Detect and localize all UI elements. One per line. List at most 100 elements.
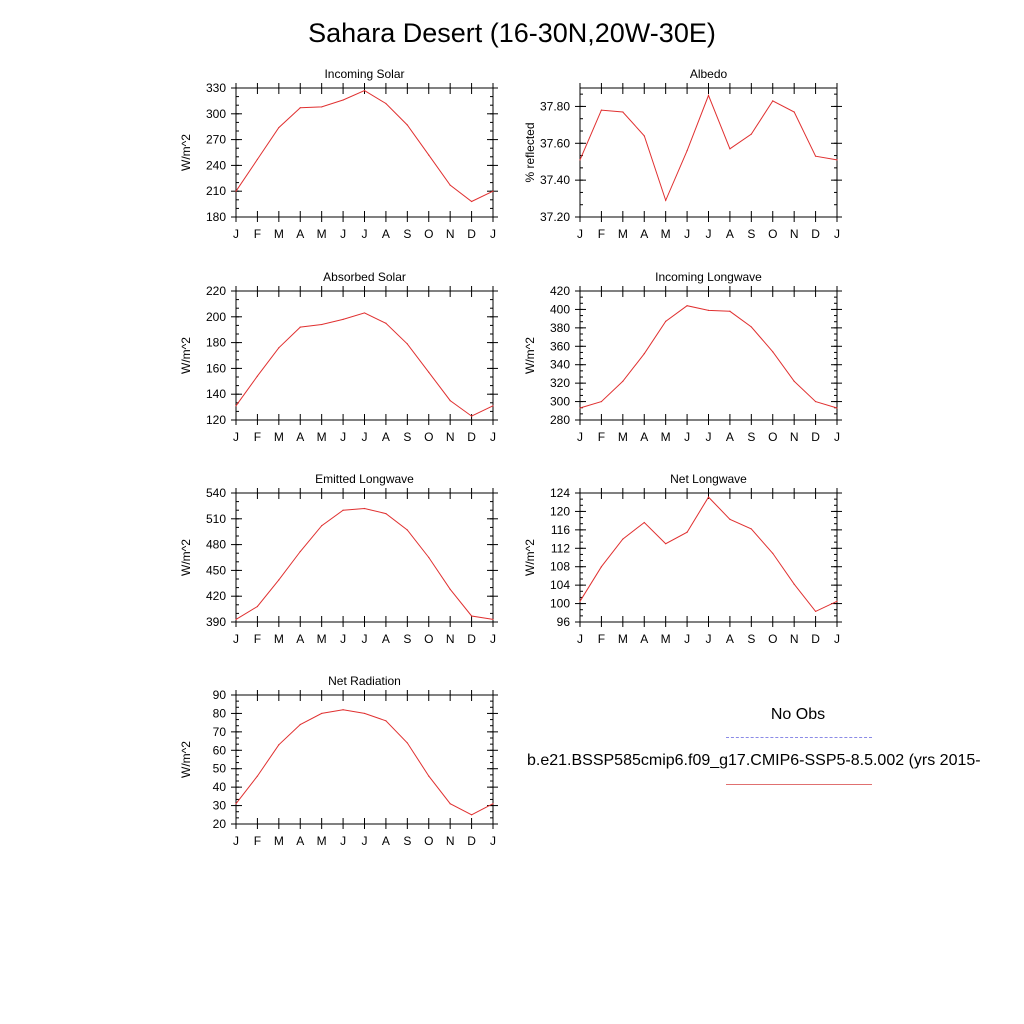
x-tick-label: F [598,430,605,444]
data-point [321,323,323,326]
x-tick-label: O [424,430,433,444]
y-tick-label: 360 [550,339,570,353]
x-tick-label: N [790,632,799,646]
data-point [235,618,237,621]
panel-title: Incoming Solar [324,67,404,81]
x-tick-label: N [446,834,455,848]
data-point [665,320,667,323]
y-axis-label: % reflected [523,122,537,182]
data-point [406,343,408,345]
x-tick-label: S [403,632,411,646]
x-tick-label: S [403,834,411,848]
x-tick-label: M [661,632,671,646]
data-point [793,111,795,113]
y-tick-label: 180 [206,336,226,350]
data-point [579,600,581,602]
data-point [772,351,774,353]
y-tick-label: 90 [213,688,227,702]
data-point [299,550,301,553]
x-tick-label: A [296,430,304,444]
x-tick-label: J [577,632,583,646]
y-tick-label: 37.60 [540,136,570,150]
x-tick-label: S [747,430,755,444]
data-point [428,371,430,373]
x-tick-label: J [340,227,346,241]
y-tick-label: 510 [206,512,226,526]
x-tick-label: J [834,430,840,444]
series-line [235,312,494,417]
data-point [686,150,688,152]
y-tick-label: 300 [206,107,226,121]
y-tick-label: 240 [206,158,226,172]
data-point [729,148,731,150]
x-tick-label: J [706,430,712,444]
panel-title: Emitted Longwave [315,472,414,486]
x-tick-label: M [661,227,671,241]
data-point [836,159,838,161]
data-point [836,407,838,409]
y-tick-label: 330 [206,81,226,95]
data-point [814,610,817,613]
plot-frame [579,87,838,218]
x-tick-label: A [726,430,734,444]
x-tick-label: A [382,834,390,848]
y-tick-label: 270 [206,133,226,147]
y-tick-label: 37.20 [540,210,570,224]
x-tick-label: J [706,632,712,646]
data-point [256,158,259,160]
y-tick-label: 320 [550,376,570,390]
data-point [729,310,731,312]
x-tick-label: J [233,430,239,444]
x-tick-label: M [618,632,628,646]
y-tick-label: 140 [206,387,226,401]
panel-5: J F M A M J J A S O N D J96100104108112116120124Net … [523,472,842,646]
x-tick-label: A [382,430,390,444]
data-point [492,803,494,805]
y-tick-label: 120 [550,504,570,518]
data-point [707,309,710,311]
data-point [278,579,280,581]
data-point [622,111,624,113]
y-tick-label: 100 [550,597,570,611]
series-line [579,94,838,202]
x-tick-label: J [233,227,239,241]
y-tick-label: 20 [213,817,227,831]
x-tick-label: N [446,227,455,241]
plot-frame [235,492,494,623]
series-line [579,305,838,409]
x-tick-label: O [424,834,433,848]
x-tick-label: A [382,632,390,646]
y-axis-label: W/m^2 [523,539,537,576]
data-point [278,744,280,746]
y-axis-label: W/m^2 [179,134,193,171]
x-tick-label: J [233,834,239,848]
data-point [665,199,667,202]
data-point [321,712,323,715]
x-tick-label: F [254,834,261,848]
x-tick-label: J [340,430,346,444]
data-point [686,305,688,307]
y-tick-label: 390 [206,615,226,629]
x-tick-label: A [296,834,304,848]
x-tick-label: D [467,430,476,444]
data-point [579,159,581,161]
data-point [342,709,344,711]
x-tick-label: A [382,227,390,241]
data-point [278,126,280,129]
series-line [579,496,838,613]
x-tick-label: M [317,632,327,646]
y-axis-label: W/m^2 [179,741,193,778]
y-tick-label: 420 [206,589,226,603]
data-point [622,380,624,382]
data-point [256,605,259,608]
x-tick-label: M [618,430,628,444]
series-line [235,507,494,620]
y-tick-label: 210 [206,184,226,198]
y-tick-label: 380 [550,321,570,335]
data-point [235,405,237,407]
data-point [428,154,430,156]
data-point [363,89,366,92]
y-axis-label: W/m^2 [179,337,193,374]
data-point [363,712,366,715]
panel-3: J F M A M J J A S O N D J280300320340360380400420Inc… [523,270,842,444]
